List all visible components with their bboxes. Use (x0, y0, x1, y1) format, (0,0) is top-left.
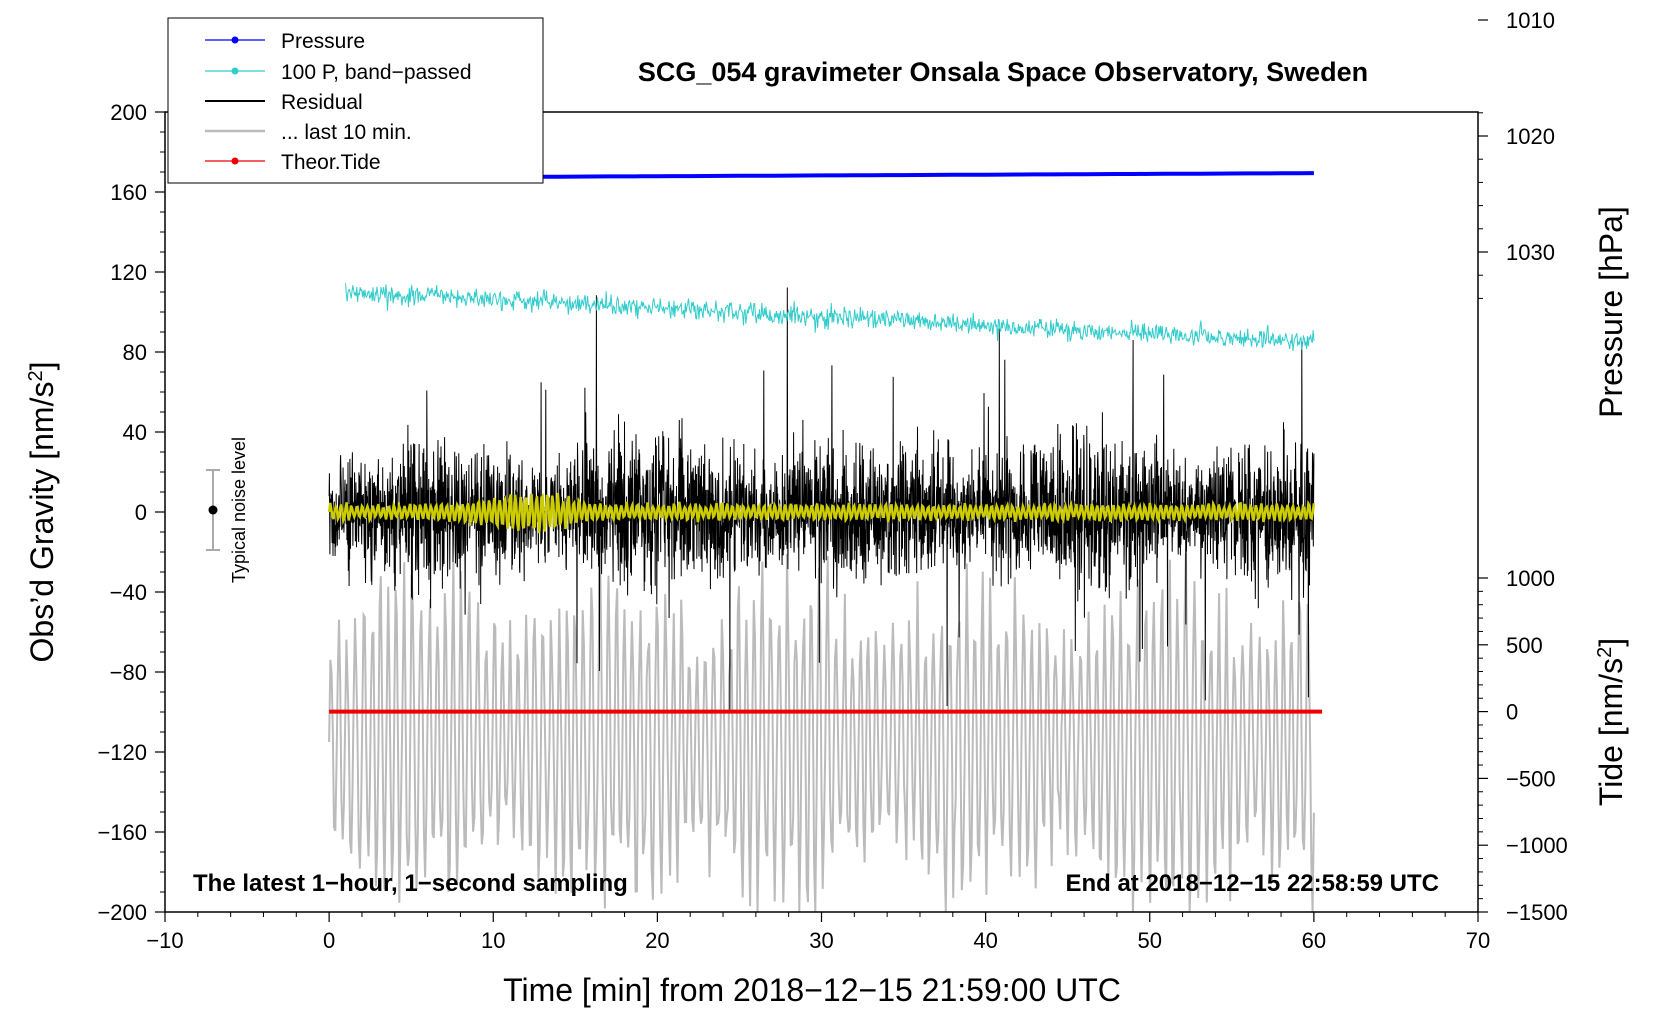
y-axis-title-tide-sup: 2 (1594, 647, 1616, 658)
y-axis-title-left-sup: 2 (25, 370, 47, 381)
y-axis-title-left-main: Obs’d Gravity [nm/s (24, 382, 60, 663)
legend-item-band-passed: 100 P, band−passed (205, 61, 472, 84)
x-tick-label: 10 (481, 928, 505, 953)
tide-tick-label: 500 (1506, 633, 1543, 658)
chart-title: SCG_054 gravimeter Onsala Space Observat… (638, 57, 1368, 87)
tide-tick-label: −500 (1506, 766, 1556, 791)
x-axis-title: Time [min] from 2018−12−15 21:59:00 UTC (503, 972, 1121, 1008)
series-residual (328, 287, 1315, 712)
y-axis-title-pressure: Pressure [hPa] (1593, 206, 1629, 418)
y-left-tick-label: −200 (97, 900, 147, 925)
tide-tick-label: 0 (1506, 700, 1518, 725)
series-band-passed (345, 283, 1315, 352)
y-left-tick-label: −160 (97, 820, 147, 845)
pressure-tick-label: 1030 (1506, 240, 1555, 265)
x-tick-label: 40 (973, 928, 997, 953)
y-axis-title-tide-close: ] (1593, 638, 1629, 647)
series-last-10-min (328, 539, 1315, 913)
legend-label-theor-tide: Theor.Tide (281, 151, 381, 174)
tide-tick-label: −1500 (1506, 900, 1568, 925)
y-axis-title-left: Obs’d Gravity [nm/s2] (24, 362, 60, 663)
y-left-tick-label: −120 (97, 740, 147, 765)
x-tick-label: 30 (809, 928, 833, 953)
x-tick-label: 20 (645, 928, 669, 953)
annotation-end-time: End at 2018−12−15 22:58:59 UTC (1065, 870, 1439, 897)
noise-level-marker: Typical noise level (206, 437, 249, 583)
y-axis-title-tide-main: Tide [nm/s (1593, 658, 1629, 806)
noise-level-dot (208, 505, 218, 515)
y-left-tick-label: 40 (123, 420, 147, 445)
y-left-tick-label: −40 (110, 580, 147, 605)
y-left-tick-label: 200 (110, 100, 147, 125)
noise-level-label: Typical noise level (229, 437, 249, 583)
legend: Pressure 100 P, band−passed Residual ...… (167, 17, 544, 184)
annotation-latest-hour: The latest 1−hour, 1−second sampling (193, 870, 628, 897)
y-left-tick-label: 80 (123, 340, 147, 365)
x-tick-label: 50 (1138, 928, 1162, 953)
legend-marker-pressure (231, 36, 239, 44)
y-left-tick-label: 160 (110, 180, 147, 205)
y-axis-title-left-close: ] (24, 362, 60, 371)
pressure-tick-label: 1020 (1506, 124, 1555, 149)
tide-tick-label: 1000 (1506, 566, 1555, 591)
pressure-tick-label: 1010 (1506, 8, 1555, 33)
series-layer (327, 171, 1323, 913)
series-smoothed-residual (327, 492, 1316, 534)
legend-item-last-10-min: ... last 10 min. (205, 121, 412, 144)
x-tick-label: 70 (1466, 928, 1490, 953)
tide-tick-label: −1000 (1506, 833, 1568, 858)
y-left-tick-label: −80 (110, 660, 147, 685)
legend-label-band-passed: 100 P, band−passed (281, 61, 472, 84)
y-left-tick-label: 0 (135, 500, 147, 525)
axes-layer: −10 0 10 20 30 40 50 60 7020016012080400−40−80−1… (97, 8, 1568, 953)
legend-marker-band-passed (231, 67, 239, 75)
legend-item-residual: Residual (205, 91, 363, 114)
legend-item-pressure: Pressure (205, 30, 365, 53)
y-axis-title-tide: Tide [nm/s2] (1593, 638, 1629, 806)
legend-label-last-10-min: ... last 10 min. (281, 121, 412, 144)
y-left-tick-label: 120 (110, 260, 147, 285)
legend-label-pressure: Pressure (281, 30, 365, 53)
legend-label-residual: Residual (281, 91, 363, 114)
legend-item-theor-tide: Theor.Tide (205, 151, 381, 174)
legend-marker-theor-tide (231, 157, 239, 165)
x-tick-label: 60 (1302, 928, 1326, 953)
x-tick-label: −10 (146, 928, 183, 953)
x-tick-label: 0 (323, 928, 335, 953)
